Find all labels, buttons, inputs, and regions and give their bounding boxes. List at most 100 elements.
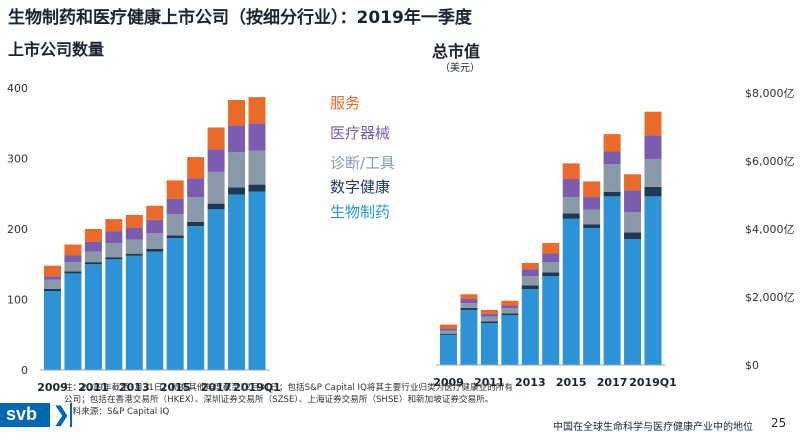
count-bar-2016-医疗器械: [187, 178, 205, 198]
count-bar-2014-医疗器械: [146, 219, 164, 234]
legend-label-诊断/工具: 诊断/工具: [330, 154, 395, 172]
marketcap-ytick-label: $8,000亿: [745, 87, 795, 100]
svb-logo-chevron-box: ❯: [50, 403, 70, 427]
left-chart-title: 上市公司数量: [8, 40, 105, 59]
count-ytick-label: 200: [7, 223, 28, 236]
marketcap-ytick-label: $0: [745, 359, 759, 372]
count-xtick-label: 2009: [37, 381, 68, 394]
marketcap-bar-2013-数字健康: [521, 285, 539, 290]
legend-label-生物制药: 生物制药: [330, 203, 390, 221]
marketcap-bar-2011-数字健康: [480, 321, 498, 324]
marketcap-bar-2012-数字健康: [501, 313, 519, 316]
marketcap-bar-2014-生物制药: [542, 276, 560, 365]
marketcap-bar-2010-诊断/工具: [460, 303, 478, 308]
marketcap-bar-2018-生物制药: [624, 239, 642, 365]
marketcap-bar-2011-服务: [480, 309, 498, 314]
marketcap-bar-2013-生物制药: [521, 289, 539, 365]
count-bar-2012-服务: [105, 219, 123, 232]
marketcap-bar-2010-服务: [460, 294, 478, 300]
count-ytick-label: 300: [7, 153, 28, 166]
count-bar-2019Q1-诊断/工具: [248, 150, 266, 185]
count-xtick-label: 2019Q1: [233, 381, 281, 394]
marketcap-bar-2012-医疗器械: [501, 305, 519, 309]
svb-logo-text: svb: [6, 404, 38, 424]
svb-logo: svb ❯: [0, 403, 72, 427]
page-number: 25: [771, 416, 787, 430]
count-xtick-label: 2017: [201, 381, 232, 394]
marketcap-bar-2018-诊断/工具: [624, 212, 642, 233]
count-bar-2013-数字健康: [125, 253, 143, 256]
count-bar-2017-服务: [207, 127, 225, 150]
count-ytick-label: 400: [7, 82, 28, 95]
marketcap-xtick-label: 2015: [556, 376, 587, 389]
marketcap-bar-2009-生物制药: [440, 335, 457, 365]
count-bar-2013-诊断/工具: [125, 239, 143, 254]
footnote-text: 注：2019年截至3月31日；所有其他年度截至12月31日；包括S&P Capi…: [64, 383, 513, 406]
count-bar-2009-医疗器械: [44, 276, 61, 280]
marketcap-bar-2012-服务: [501, 300, 519, 306]
count-ytick-label: 0: [21, 364, 28, 377]
marketcap-bar-2018-服务: [624, 174, 642, 191]
count-xtick-label: 2015: [160, 381, 191, 394]
count-bar-2014-数字健康: [146, 248, 164, 252]
marketcap-bar-2016-诊断/工具: [583, 209, 601, 225]
count-bar-2019Q1-医疗器械: [248, 123, 266, 151]
count-bar-2015-诊断/工具: [166, 214, 184, 236]
marketcap-bar-2009-服务: [440, 324, 457, 329]
marketcap-bar-2011-医疗器械: [480, 313, 498, 317]
marketcap-bar-2009-数字健康: [440, 334, 457, 336]
count-bar-2009-服务: [44, 265, 61, 277]
marketcap-xtick-label: 2011: [474, 376, 505, 389]
marketcap-bar-2017-数字健康: [603, 191, 621, 197]
marketcap-bar-2013-医疗器械: [521, 269, 539, 277]
count-bar-2013-医疗器械: [125, 227, 143, 240]
right-chart-title: 总市值: [432, 42, 481, 61]
marketcap-bar-2015-数字健康: [562, 213, 580, 219]
marketcap-bar-2018-数字健康: [624, 232, 642, 240]
marketcap-xtick-label: 2017: [597, 376, 628, 389]
count-bar-2019Q1-服务: [248, 97, 266, 124]
marketcap-bar-2010-生物制药: [460, 309, 478, 365]
count-bar-2012-医疗器械: [105, 231, 123, 244]
count-bar-2010-医疗器械: [64, 255, 82, 263]
marketcap-bar-2015-诊断/工具: [562, 197, 580, 214]
marketcap-bar-2011-诊断/工具: [480, 316, 498, 322]
marketcap-bar-2015-医疗器械: [562, 179, 580, 198]
marketcap-bar-2012-诊断/工具: [501, 308, 519, 314]
chevron-right-icon: ❯: [53, 404, 70, 426]
count-bar-2009-生物制药: [44, 291, 61, 370]
marketcap-bar-2015-服务: [562, 163, 580, 180]
marketcap-bar-2017-服务: [603, 134, 621, 152]
count-bar-2012-诊断/工具: [105, 243, 123, 258]
marketcap-bar-2009-医疗器械: [440, 328, 457, 331]
marketcap-xtick-label: 2013: [515, 376, 546, 389]
marketcap-bar-2017-医疗器械: [603, 151, 621, 165]
footer-caption: 中国在全球生命科学与医疗健康产业中的地位: [553, 422, 753, 433]
count-ytick-label: 100: [7, 294, 28, 307]
marketcap-bar-2016-医疗器械: [583, 197, 601, 210]
count-xtick-label: 2013: [119, 381, 150, 394]
count-bar-2014-诊断/工具: [146, 233, 164, 249]
count-bar-2018-医疗器械: [228, 125, 246, 153]
count-bar-2017-数字健康: [207, 203, 225, 210]
count-bar-2013-服务: [125, 214, 143, 228]
count-bar-2011-服务: [84, 229, 102, 242]
marketcap-bar-2013-服务: [521, 263, 539, 270]
count-bar-2016-生物制药: [187, 226, 205, 370]
count-bar-2010-服务: [64, 244, 82, 256]
count-bar-2016-诊断/工具: [187, 197, 205, 222]
count-bar-2018-数字健康: [228, 187, 246, 195]
count-bar-2015-服务: [166, 180, 184, 199]
marketcap-bar-2014-医疗器械: [542, 253, 560, 263]
marketcap-bar-2014-服务: [542, 242, 560, 254]
count-bar-2010-诊断/工具: [64, 262, 82, 272]
count-bar-2015-医疗器械: [166, 198, 184, 215]
count-bar-2016-服务: [187, 157, 205, 179]
count-bar-2014-生物制药: [146, 251, 164, 370]
marketcap-bar-2018-医疗器械: [624, 190, 642, 212]
count-bar-2018-诊断/工具: [228, 152, 246, 188]
legend-label-服务: 服务: [330, 94, 360, 112]
page-title: 生物制药和医疗健康上市公司（按细分行业）：2019年一季度: [8, 8, 472, 28]
count-bar-2011-医疗器械: [84, 241, 102, 252]
count-bar-2016-数字健康: [187, 221, 205, 227]
